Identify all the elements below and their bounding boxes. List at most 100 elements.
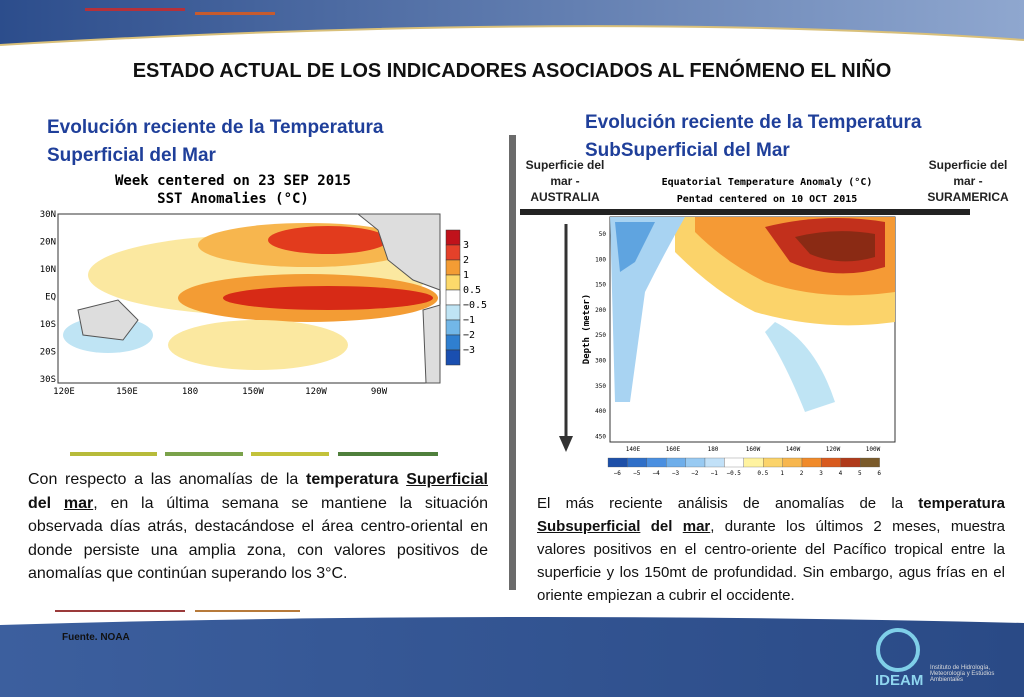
lat-label: EQ (45, 293, 56, 303)
institute: Instituto de Hidrología, Meteorología y … (930, 665, 995, 683)
legend-swatch (445, 274, 461, 291)
legend-label: −2 (691, 470, 699, 477)
legend-label: −6 (614, 470, 622, 477)
legend-swatch (627, 457, 647, 468)
legend-swatch (445, 304, 461, 321)
left-paragraph: Con respecto a las anomalías de la tempe… (28, 468, 488, 586)
bottom-banner (0, 610, 1024, 697)
lon-label: 120W (826, 446, 841, 453)
depth-arrow (559, 224, 573, 452)
lat-label: 30S (40, 375, 56, 385)
legend-swatch (607, 457, 628, 468)
legend-label: −3 (463, 345, 475, 356)
legend-label: −1 (463, 315, 475, 326)
depth-label: 450 (595, 433, 606, 440)
depth-label: 350 (595, 383, 606, 390)
depth-label: 400 (595, 408, 606, 415)
chart-title: Equatorial Temperature Anomaly (°C) (662, 176, 873, 188)
lon-label: 160E (666, 446, 681, 453)
lon-label: 180 (182, 387, 198, 397)
color-stripes (70, 452, 438, 456)
text-run: , durante los últimos 2 meses, muestra v… (537, 518, 1006, 604)
text-run: temperatura (918, 495, 1005, 512)
label-east: Superficie del mar - SURAMERICA (927, 158, 1009, 204)
legend-label: 2 (800, 470, 804, 477)
map-subtitle: SST Anomalies (°C) (157, 191, 309, 207)
right-heading: Evolución reciente de la Temperatura Sub… (585, 112, 922, 161)
lat-label: 30N (40, 210, 56, 220)
lat-label: 20N (40, 238, 56, 248)
depth-label: 250 (595, 332, 606, 339)
legend-label: 1 (780, 470, 784, 477)
legend-swatch (821, 457, 841, 468)
text-run: Superficial (406, 471, 488, 488)
lon-label: 140E (626, 446, 641, 453)
legend-swatch (685, 457, 706, 468)
depth-label: 150 (595, 282, 606, 289)
left-heading: Evolución reciente de la Temperatura Sup… (47, 117, 384, 166)
legend-label: −0.5 (726, 470, 741, 477)
legend-swatch (666, 457, 686, 468)
source: Fuente. NOAA (62, 632, 130, 643)
legend-swatch (445, 244, 461, 261)
legend-label: 0.5 (463, 285, 481, 296)
label-west: Superficie del mar - AUSTRALIA (525, 158, 605, 204)
top-banner (0, 0, 1024, 46)
legend-label: −4 (652, 470, 660, 477)
legend-swatch (763, 457, 783, 468)
surface-bar (520, 209, 970, 215)
depth-label: 200 (595, 307, 606, 314)
legend-label: 1 (463, 270, 469, 281)
separator (509, 135, 516, 590)
legend-label: 0.5 (757, 470, 768, 477)
legend-label: 5 (858, 470, 862, 477)
lat-label: 20S (40, 348, 56, 358)
text-run: temperatura (306, 471, 407, 488)
legend-label: −0.5 (463, 300, 487, 311)
text-run: mar (63, 494, 94, 512)
legend-swatch (445, 319, 461, 336)
legend-label: 4 (839, 470, 843, 477)
lat-label: 10N (40, 265, 56, 275)
text-run: Subsuperficial (537, 518, 641, 535)
legend-swatch (646, 457, 667, 468)
text-run: del (28, 494, 64, 512)
legend-label: −5 (633, 470, 641, 477)
map-title: Week centered on 23 SEP 2015 (115, 173, 351, 189)
text-run: del (640, 518, 683, 535)
lon-label: 100W (866, 446, 881, 453)
logo: IDEAM (875, 672, 924, 689)
legend-swatch (704, 457, 725, 468)
legend-swatch (445, 229, 461, 246)
slide-title: ESTADO ACTUAL DE LOS INDICADORES ASOCIAD… (132, 60, 892, 82)
legend-label: 3 (463, 240, 469, 251)
text-run: mar (682, 518, 711, 535)
legend-swatch (743, 457, 764, 468)
lat-label: 10S (40, 320, 56, 330)
legend-swatch (445, 334, 461, 351)
lon-label: 140W (786, 446, 801, 453)
depth-label: 50 (599, 231, 607, 238)
text-run: El más reciente análisis de anomalías de… (537, 495, 919, 512)
lon-label: 90W (371, 387, 388, 397)
legend-swatch (860, 457, 880, 468)
legend-label: 3 (819, 470, 823, 477)
sst-map: Week centered on 23 SEP 2015 SST Anomali… (40, 173, 487, 397)
legend-swatch (445, 259, 461, 276)
lon-label: 150W (242, 387, 264, 397)
y-axis-label: Depth (meter) (582, 294, 592, 364)
subsurface-chart: Equatorial Temperature Anomaly (°C) Pent… (582, 176, 896, 477)
text-run: Con respecto a las anomalías de la (28, 471, 307, 488)
legend-label: −3 (672, 470, 680, 477)
depth-label: 300 (595, 358, 606, 365)
lon-label: 150E (116, 387, 138, 397)
legend-swatch (840, 457, 861, 468)
legend-swatch (445, 349, 461, 366)
legend-label: −1 (711, 470, 719, 477)
right-paragraph: El más reciente análisis de anomalías de… (537, 492, 1005, 607)
lon-label: 120W (305, 387, 327, 397)
legend-swatch (445, 289, 461, 306)
lon-label: 120E (53, 387, 75, 397)
lon-label: 160W (746, 446, 761, 453)
